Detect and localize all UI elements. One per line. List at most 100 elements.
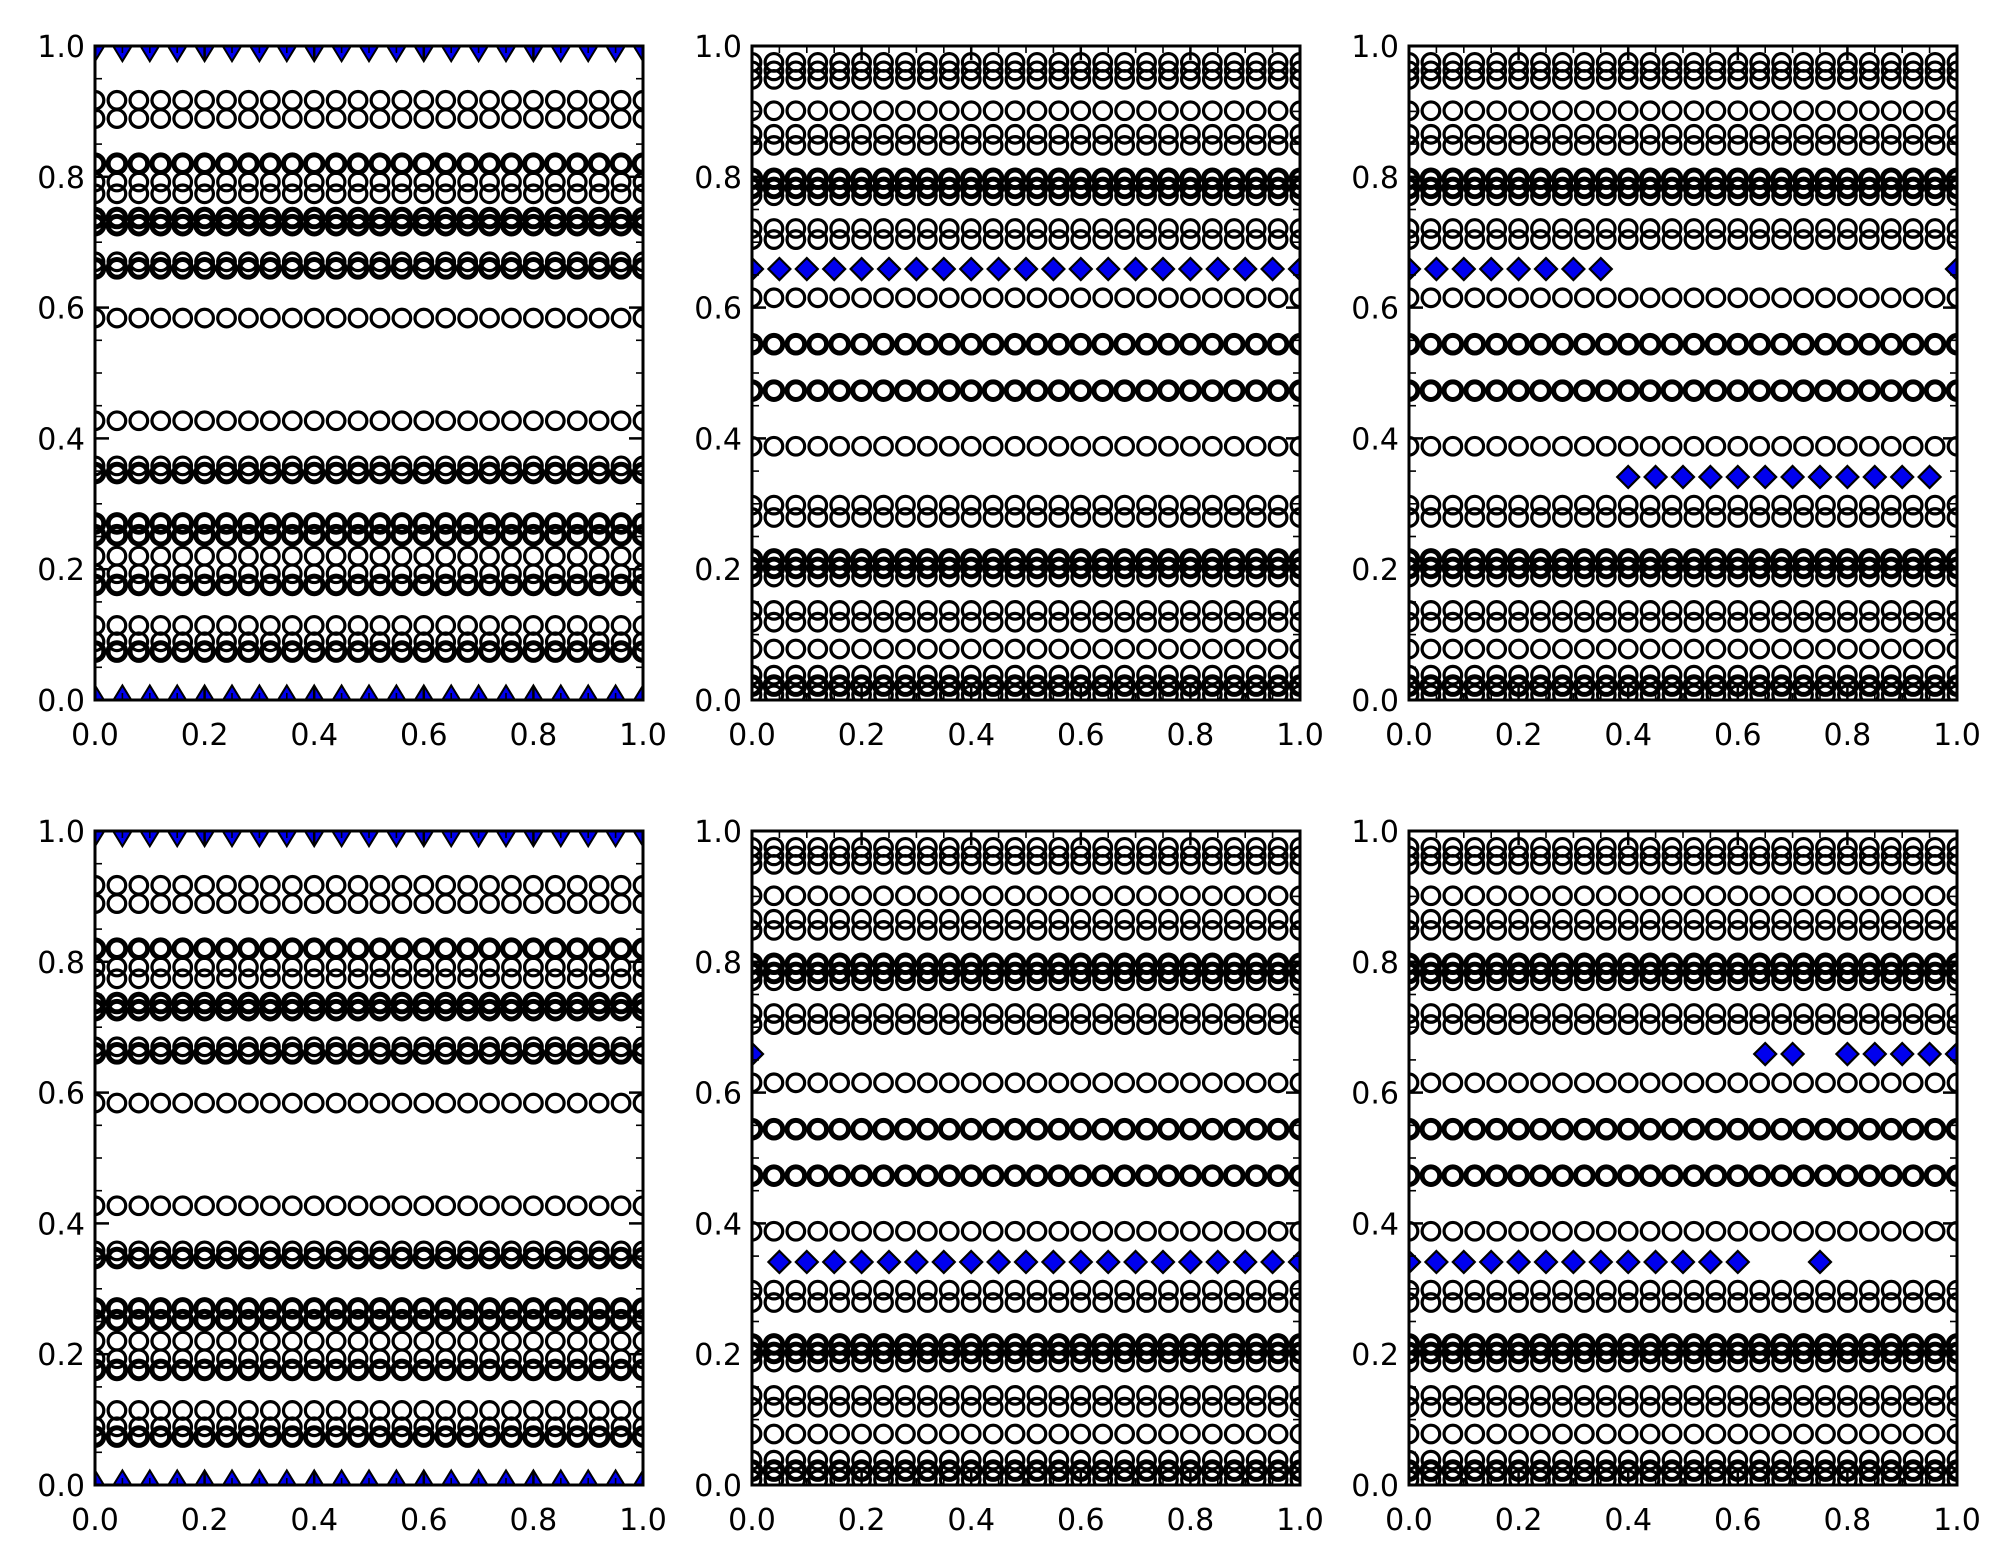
x-tick-label: 0.6 [1057, 1503, 1105, 1538]
circle-marker-row [95, 1195, 643, 1217]
x-tick-label: 0.8 [1824, 1503, 1872, 1538]
tick-marks [93, 44, 645, 702]
x-tick-label: 0.8 [510, 1503, 558, 1538]
y-tick-label: 0.2 [1351, 1338, 1399, 1373]
circle-marker-row [95, 1246, 643, 1270]
circle-marker-row [1409, 123, 1957, 145]
x-tick-label: 0.8 [1167, 718, 1215, 753]
circle-marker-row [1409, 566, 1957, 588]
circle-marker-row [95, 893, 643, 914]
circle-marker-row [95, 573, 643, 597]
axes-frame [750, 829, 1302, 1487]
x-tick-label: 0.8 [1824, 718, 1872, 753]
circle-marker-row [95, 563, 643, 585]
circle-marker-row [1409, 836, 1957, 858]
circle-marker-row [95, 615, 643, 636]
circle-marker-row [752, 961, 1300, 985]
circle-marker-row [95, 461, 643, 485]
marker-layer [95, 46, 643, 700]
y-tick-label: 0.4 [694, 422, 742, 457]
circle-marker-row [752, 684, 1300, 700]
circle-marker-row [1409, 332, 1957, 356]
circle-marker-row [1409, 100, 1957, 122]
circle-marker-row [752, 1351, 1300, 1373]
y-tick-label: 0.8 [37, 946, 85, 981]
y-tick-label: 0.4 [1351, 422, 1399, 457]
y-tick-label: 0.4 [1351, 1207, 1399, 1242]
circle-marker-row [1409, 494, 1957, 516]
circle-marker-row [752, 1341, 1300, 1365]
y-tick-label: 0.6 [37, 1077, 85, 1112]
marker-layer [752, 836, 1300, 1485]
circle-marker-row [1409, 379, 1957, 402]
circle-marker-row [1409, 600, 1957, 621]
y-tick-label: 0.4 [37, 1207, 85, 1242]
x-tick-label: 0.4 [1604, 718, 1652, 753]
circle-marker-row [752, 920, 1300, 941]
circle-marker-row [752, 1292, 1300, 1313]
circle-marker-row [95, 1092, 643, 1114]
circle-marker-row [752, 1014, 1300, 1035]
circle-marker-row [1409, 908, 1957, 930]
circle-marker-row [752, 229, 1300, 250]
y-tick-label: 0.2 [37, 1338, 85, 1373]
circle-marker-row [752, 51, 1300, 73]
x-tick-label: 0.4 [290, 1503, 338, 1538]
circle-marker-row [752, 494, 1300, 516]
x-tick-label: 0.6 [1057, 718, 1105, 753]
circle-marker-row [1409, 1072, 1957, 1094]
circle-marker-row [95, 545, 643, 567]
circle-marker-row [1409, 218, 1957, 239]
circle-marker-row [752, 836, 1300, 858]
x-tick-label: 0.0 [71, 718, 119, 753]
circle-marker-row [95, 512, 643, 535]
diamond-marker-row [1752, 1041, 1957, 1067]
axes-frame [93, 44, 645, 702]
axes-frame [750, 44, 1302, 702]
circle-marker-row [1409, 229, 1957, 250]
y-tick-label: 0.8 [694, 946, 742, 981]
circle-marker-row [752, 853, 1300, 875]
circle-marker-row [752, 1072, 1300, 1094]
y-tick-label: 0.6 [37, 292, 85, 327]
x-tick-label: 1.0 [619, 1503, 667, 1538]
circle-marker-row [1409, 287, 1957, 309]
circle-marker-row [752, 1459, 1300, 1482]
diamond-marker-row [752, 256, 1300, 282]
circle-marker-row [95, 171, 643, 193]
circle-marker-row [1409, 507, 1957, 528]
marker-layer [95, 831, 643, 1485]
circle-marker-row [95, 213, 643, 237]
circle-marker-row [1409, 1385, 1957, 1406]
circle-marker-row [1409, 51, 1957, 73]
circle-marker-row [752, 379, 1300, 402]
x-tick-label: 1.0 [1276, 718, 1324, 753]
x-tick-label: 0.0 [728, 718, 776, 753]
diamond-marker-row [766, 1249, 1300, 1275]
circle-marker-row [752, 287, 1300, 309]
x-tick-label: 0.8 [1167, 1503, 1215, 1538]
circle-marker-row [1409, 1014, 1957, 1035]
y-tick-label: 0.6 [1351, 292, 1399, 327]
circle-marker-row [1409, 1003, 1957, 1024]
circle-marker-row [95, 1348, 643, 1370]
circle-marker-row [1409, 853, 1957, 875]
circle-marker-row [752, 135, 1300, 156]
circle-marker-row [1409, 1423, 1957, 1445]
subplot-top-right: 0.0 0.2 0.4 0.6 0.8 1.0 0.0 0.2 0.4 0.6 0.8 1.0 [1351, 30, 1981, 753]
circle-marker-row [95, 631, 643, 653]
circle-marker-row [1409, 1164, 1957, 1187]
circle-marker-row [752, 1003, 1300, 1024]
y-tick-label: 1.0 [1351, 30, 1399, 65]
circle-marker-row [752, 332, 1300, 356]
x-tick-label: 1.0 [1933, 1503, 1981, 1538]
circle-marker-row [752, 885, 1300, 907]
circle-marker-row [95, 874, 643, 896]
y-tick-label: 0.0 [1351, 684, 1399, 719]
circle-marker-row [1409, 185, 1957, 207]
subplot-top-left: 0.0 0.2 0.4 0.6 0.8 1.0 0.0 0.2 0.4 0.6 0.8 1.0 [37, 30, 667, 753]
circle-marker-row [752, 556, 1300, 580]
x-tick-label: 0.6 [1714, 1503, 1762, 1538]
x-tick-label: 0.2 [1495, 718, 1543, 753]
